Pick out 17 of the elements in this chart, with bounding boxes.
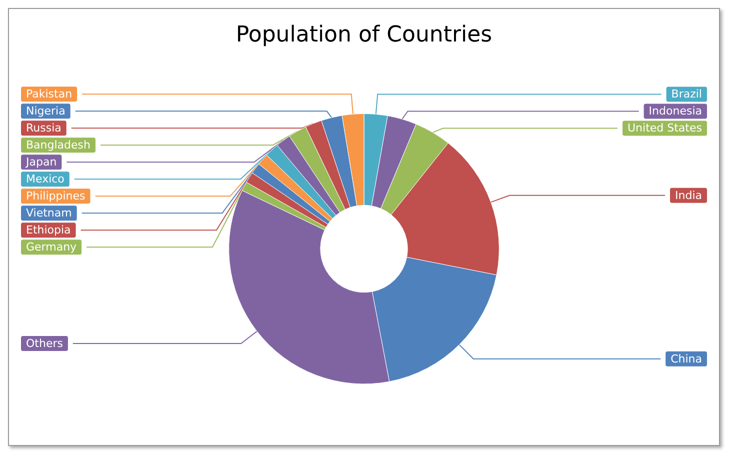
- slice-label: Bangladesh: [26, 138, 91, 152]
- slice-label: Indonesia: [648, 104, 702, 118]
- slice-label: Japan: [25, 156, 57, 169]
- slice-label: Brazil: [671, 88, 702, 101]
- slice-label: Pakistan: [26, 88, 72, 101]
- slice-label: Philippines: [26, 190, 86, 203]
- slice-label: Ethiopia: [26, 224, 71, 237]
- slice-label: Vietnam: [26, 206, 72, 220]
- slice-label: United States: [628, 122, 702, 135]
- slice-label: China: [670, 352, 702, 366]
- slice-label: Others: [26, 337, 64, 350]
- slice-label: India: [675, 188, 702, 202]
- slice-label: Mexico: [26, 172, 65, 186]
- slice-label: Germany: [26, 240, 78, 254]
- slice-label: Nigeria: [26, 104, 66, 118]
- slice-label: Russia: [26, 122, 62, 135]
- chart-title: Population of Countries: [236, 22, 492, 48]
